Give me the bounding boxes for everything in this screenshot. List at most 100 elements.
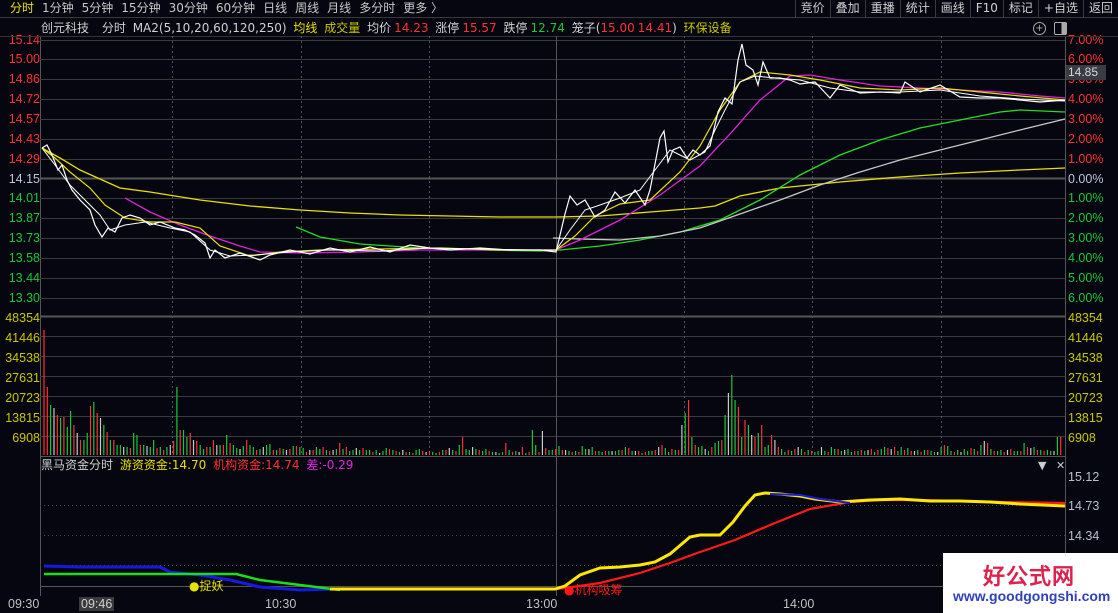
sector-label[interactable]: 环保设备 xyxy=(683,21,732,35)
price-tick: 13.87 xyxy=(8,211,40,225)
price-tick: 13.44 xyxy=(8,271,40,285)
avg-price-value: 14.23 xyxy=(394,21,429,35)
price-tick: 13.58 xyxy=(8,251,40,265)
pct-tick: 2.00% xyxy=(1068,132,1104,146)
sub-indicator-header: 黑马资金分时 游资资金:14.70 机构资金:14.74 差:-0.29 xyxy=(41,457,356,473)
volume-tick: 48354 xyxy=(5,311,40,325)
volume-tick: 34538 xyxy=(5,351,40,365)
time-label: 09:30 xyxy=(8,597,40,611)
tab-monthly[interactable]: 月线 xyxy=(327,1,352,15)
pct-tick: 6.00% xyxy=(1068,52,1104,66)
hot-money-label: 游资资金: xyxy=(119,458,172,472)
price-tick: 15.00 xyxy=(8,52,40,66)
absorb-marker: ●机构吸筹 xyxy=(564,581,623,598)
mode-label: 分时 xyxy=(101,21,126,35)
pct-tick: 1.00% xyxy=(1068,152,1104,166)
volume-label[interactable]: 成交量 xyxy=(324,21,361,35)
time-label: 14:00 xyxy=(783,597,815,611)
price-tick: 14.29 xyxy=(8,152,40,166)
sub-indicator-controls: ▼ ✕ xyxy=(1038,459,1065,472)
mark-button[interactable]: 标记 xyxy=(1002,0,1038,18)
sub-axis-tick: 14.73 xyxy=(1068,499,1100,513)
volume-tick: 6908 xyxy=(12,431,40,445)
panel-toggle-icon[interactable] xyxy=(1054,22,1067,35)
tab-15min[interactable]: 15分钟 xyxy=(121,1,161,15)
pct-tick: 2.00% xyxy=(1068,211,1104,225)
time-axis: 09:30 09:46 10:30 13:00 14:00 xyxy=(0,596,1118,613)
pct-tick: 3.00% xyxy=(1068,112,1104,126)
hot-money-value: 14.70 xyxy=(171,458,207,472)
volume-tick: 41446 xyxy=(5,331,40,345)
period-toolbar: 分时 1分钟 5分钟 15分钟 30分钟 60分钟 日线 周线 月线 多分时 更… xyxy=(0,0,1118,18)
back-button[interactable]: 返回 xyxy=(1082,0,1118,18)
action-buttons: 竞价 叠加 重播 统计 画线 F10 标记 +自选 返回 xyxy=(794,0,1118,18)
pct-tick: 5.00% xyxy=(1068,271,1104,285)
price-tick: 14.86 xyxy=(8,72,40,86)
zoom-in-icon[interactable]: + xyxy=(1033,22,1046,35)
volume-tick-right: 13815 xyxy=(1068,411,1103,425)
sub-indicator-title[interactable]: 黑马资金分时 xyxy=(41,458,114,472)
price-tick: 14.72 xyxy=(8,92,40,106)
price-tick: 13.30 xyxy=(8,291,40,305)
catch-marker-label: 捉妖 xyxy=(199,579,224,593)
chart-controls: + xyxy=(1033,22,1067,35)
pct-tick: 3.00% xyxy=(1068,231,1104,245)
chart-info-bar: 创元科技 分时 MA2(5,10,20,60,120,250) 均线 成交量 均… xyxy=(41,19,735,37)
tab-more[interactable]: 更多 〉 xyxy=(403,1,444,15)
close-icon[interactable]: ✕ xyxy=(1055,459,1066,472)
avg-price-label: 均价 xyxy=(367,21,392,35)
absorb-marker-label: 机构吸筹 xyxy=(574,583,623,597)
watermark: 好公式网 www.goodgongshi.com xyxy=(943,553,1118,613)
volume-tick-right: 6908 xyxy=(1068,431,1096,445)
tab-30min[interactable]: 30分钟 xyxy=(168,1,208,15)
cage-high: 15.00 xyxy=(600,21,635,35)
tab-daily[interactable]: 日线 xyxy=(263,1,288,15)
time-label: 13:00 xyxy=(526,597,558,611)
volume-tick-right: 48354 xyxy=(1068,311,1103,325)
f10-button[interactable]: F10 xyxy=(969,0,1003,18)
auction-button[interactable]: 竞价 xyxy=(794,0,830,18)
dot-icon: ● xyxy=(189,579,200,593)
pct-tick: 1.00% xyxy=(1068,191,1104,205)
price-axis-left: 15.14 15.00 14.86 14.72 14.57 14.43 14.2… xyxy=(0,0,40,613)
stats-button[interactable]: 统计 xyxy=(899,0,935,18)
pct-tick: 4.00% xyxy=(1068,92,1104,106)
tab-weekly[interactable]: 周线 xyxy=(295,1,320,15)
volume-tick-right: 34538 xyxy=(1068,351,1103,365)
dropdown-icon[interactable]: ▼ xyxy=(1038,459,1047,472)
draw-button[interactable]: 画线 xyxy=(934,0,970,18)
period-tabs: 分时 1分钟 5分钟 15分钟 30分钟 60分钟 日线 周线 月线 多分时 更… xyxy=(6,0,447,18)
pct-tick: 4.00% xyxy=(1068,251,1104,265)
tab-60min[interactable]: 60分钟 xyxy=(215,1,256,15)
limit-up-value: 15.57 xyxy=(462,21,497,35)
ma-label[interactable]: MA2(5,10,20,60,120,250) xyxy=(132,21,287,35)
volume-tick: 13815 xyxy=(5,411,40,425)
watermark-title: 好公式网 xyxy=(983,565,1076,590)
volume-tick-right: 27631 xyxy=(1068,371,1103,385)
limit-down-label: 跌停 xyxy=(503,21,528,35)
price-tick: 14.57 xyxy=(8,112,40,126)
replay-button[interactable]: 重播 xyxy=(864,0,900,18)
volume-tick: 20723 xyxy=(5,391,40,405)
price-tick: 14.01 xyxy=(8,191,40,205)
add-watchlist-button[interactable]: +自选 xyxy=(1037,0,1083,18)
cage-label: 笼子( xyxy=(571,21,601,35)
current-price-tag: 14.85 xyxy=(1066,65,1106,80)
price-tick-prev-close: 14.15 xyxy=(8,172,40,186)
price-tick: 14.43 xyxy=(8,132,40,146)
time-label: 10:30 xyxy=(265,597,297,611)
avg-line-label[interactable]: 均线 xyxy=(293,21,318,35)
tab-multi-fenshi[interactable]: 多分时 xyxy=(359,1,396,15)
sub-axis-tick: 15.12 xyxy=(1068,470,1100,484)
overlay-button[interactable]: 叠加 xyxy=(829,0,865,18)
inst-money-value: 14.74 xyxy=(265,458,300,472)
tab-1min[interactable]: 1分钟 xyxy=(42,1,74,15)
tab-fenshi[interactable]: 分时 xyxy=(10,1,35,15)
inst-money-label: 机构资金: xyxy=(213,458,266,472)
watermark-url: www.goodgongshi.com xyxy=(953,588,1111,604)
stock-name: 创元科技 xyxy=(41,21,90,35)
cage-low: 14.41 xyxy=(637,21,673,35)
tab-5min[interactable]: 5分钟 xyxy=(81,1,114,15)
cursor-time: 09:46 xyxy=(79,597,115,611)
